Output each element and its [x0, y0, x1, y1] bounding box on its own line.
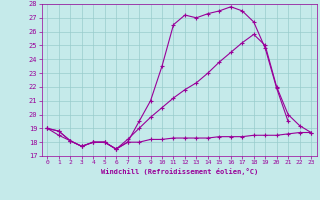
X-axis label: Windchill (Refroidissement éolien,°C): Windchill (Refroidissement éolien,°C)	[100, 168, 258, 175]
